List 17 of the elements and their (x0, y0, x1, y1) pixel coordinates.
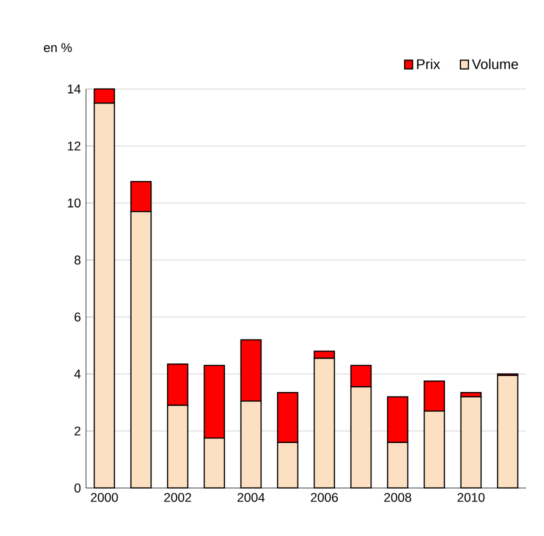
y-tick-label: 10 (68, 198, 81, 208)
x-tick-label: 2008 (384, 492, 412, 502)
y-tick-label: 6 (74, 312, 80, 322)
x-tick-label: 2006 (310, 492, 338, 502)
y-axis-title: en % (44, 43, 72, 52)
y-tick-label: 12 (68, 142, 80, 150)
y-tick-label: 2 (74, 426, 80, 436)
x-tick-label: 2004 (238, 492, 265, 502)
y-tick-label: 4 (74, 370, 81, 378)
y-tick-label: 8 (74, 256, 80, 264)
y-tick-label: 14 (68, 84, 81, 94)
y-tick-label: 0 (74, 484, 81, 492)
x-tick-label: 2002 (164, 492, 192, 502)
legend-label: Volume (472, 58, 518, 70)
legend-label: Prix (417, 58, 440, 70)
x-tick-label: 2010 (458, 492, 485, 502)
x-tick-label: 2000 (90, 492, 118, 502)
